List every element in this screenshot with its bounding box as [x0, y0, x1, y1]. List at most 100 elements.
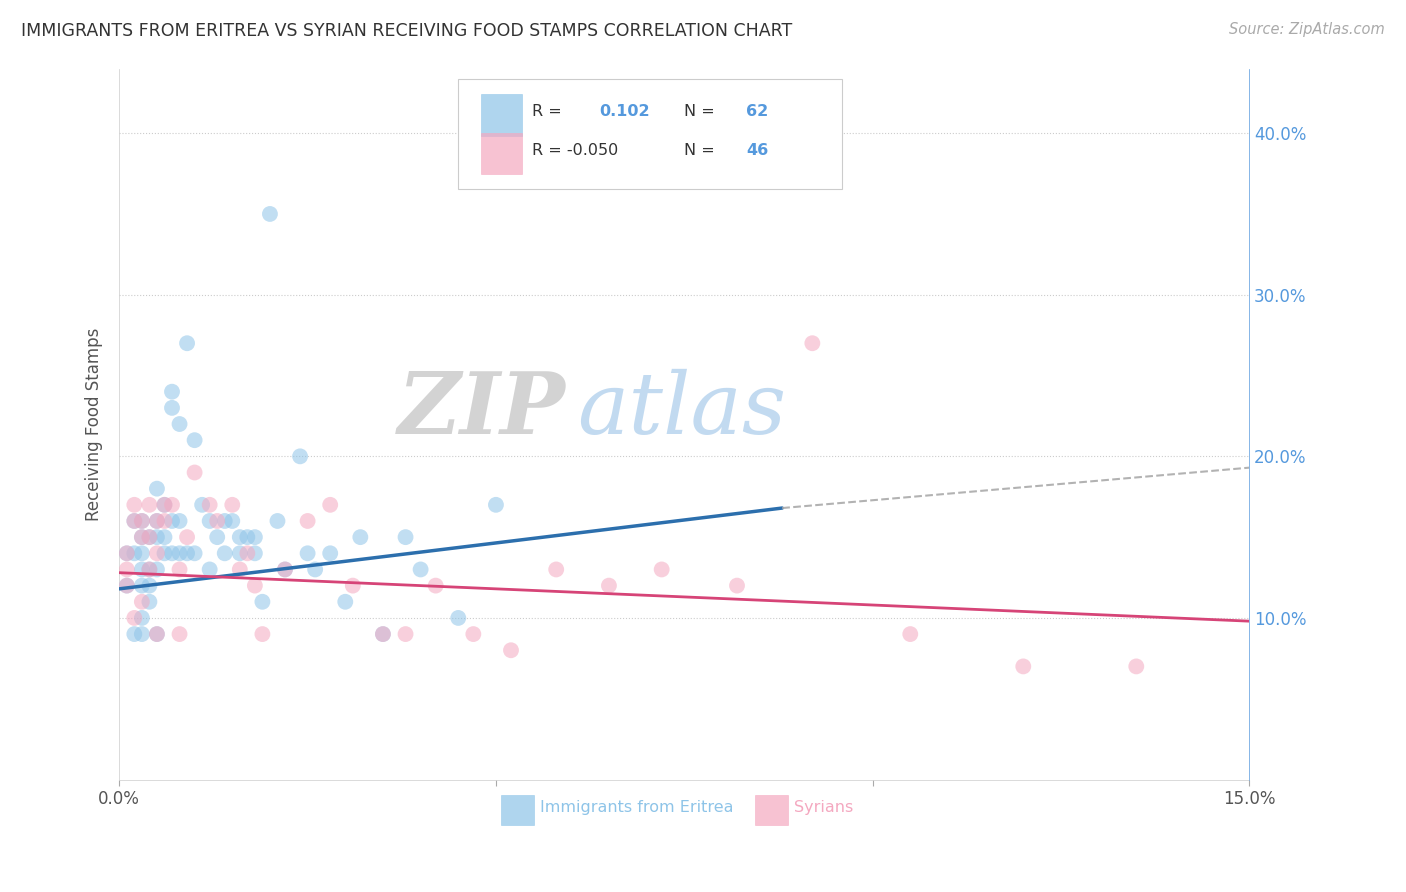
Point [124, 546, 146, 560]
Point [485, 498, 508, 512]
Text: 0.102: 0.102 [599, 104, 650, 119]
Point [205, 514, 228, 528]
Point [131, 530, 153, 544]
Point [371, 627, 394, 641]
Point [146, 627, 169, 641]
Point [243, 530, 266, 544]
Point [229, 562, 252, 576]
Point [138, 562, 160, 576]
Point [214, 514, 236, 528]
Point [160, 384, 183, 399]
Y-axis label: Receiving Food Stamps: Receiving Food Stamps [86, 327, 103, 521]
Point [153, 546, 176, 560]
Point [236, 530, 259, 544]
Point [371, 627, 394, 641]
Point [725, 579, 748, 593]
Point [138, 579, 160, 593]
Point [304, 562, 326, 576]
Point [153, 530, 176, 544]
FancyBboxPatch shape [755, 795, 789, 825]
Point [131, 562, 153, 576]
FancyBboxPatch shape [481, 133, 522, 175]
Point [191, 498, 214, 512]
Text: N =: N = [685, 104, 716, 119]
FancyBboxPatch shape [481, 95, 522, 136]
Point [319, 498, 342, 512]
Point [169, 514, 191, 528]
Point [252, 627, 274, 641]
Point [131, 595, 153, 609]
Point [898, 627, 921, 641]
Point [243, 579, 266, 593]
Point [1012, 659, 1035, 673]
Point [214, 546, 236, 560]
Point [124, 514, 146, 528]
Point [243, 546, 266, 560]
Point [160, 546, 183, 560]
Point [297, 514, 319, 528]
Point [259, 207, 281, 221]
Point [252, 595, 274, 609]
Point [176, 530, 198, 544]
Point [131, 546, 153, 560]
Point [183, 433, 205, 447]
Point [138, 562, 160, 576]
FancyBboxPatch shape [501, 795, 534, 825]
Text: Syrians: Syrians [794, 800, 853, 815]
Point [1125, 659, 1147, 673]
Point [146, 562, 169, 576]
Point [138, 530, 160, 544]
Point [342, 579, 364, 593]
Point [229, 530, 252, 544]
Text: R =: R = [531, 104, 561, 119]
Point [236, 546, 259, 560]
Point [198, 562, 221, 576]
Point [221, 498, 243, 512]
Point [115, 546, 138, 560]
Point [131, 611, 153, 625]
Point [394, 627, 416, 641]
Point [266, 514, 288, 528]
Point [146, 546, 169, 560]
Point [124, 611, 146, 625]
Point [146, 514, 169, 528]
Point [169, 562, 191, 576]
Point [319, 546, 342, 560]
Point [183, 546, 205, 560]
Point [335, 595, 357, 609]
Point [146, 514, 169, 528]
Point [274, 562, 297, 576]
Point [131, 579, 153, 593]
Text: 62: 62 [747, 104, 769, 119]
Text: 46: 46 [747, 144, 769, 158]
Point [169, 627, 191, 641]
Text: Source: ZipAtlas.com: Source: ZipAtlas.com [1229, 22, 1385, 37]
Point [160, 401, 183, 415]
Point [146, 627, 169, 641]
Point [146, 530, 169, 544]
Point [115, 562, 138, 576]
Point [409, 562, 432, 576]
Point [153, 514, 176, 528]
Point [297, 546, 319, 560]
Point [499, 643, 522, 657]
Point [546, 562, 568, 576]
Point [176, 546, 198, 560]
Text: IMMIGRANTS FROM ERITREA VS SYRIAN RECEIVING FOOD STAMPS CORRELATION CHART: IMMIGRANTS FROM ERITREA VS SYRIAN RECEIV… [21, 22, 793, 40]
Point [349, 530, 371, 544]
Point [124, 498, 146, 512]
Text: Immigrants from Eritrea: Immigrants from Eritrea [540, 800, 733, 815]
Point [131, 530, 153, 544]
Text: ZIP: ZIP [398, 368, 565, 451]
Point [169, 546, 191, 560]
Point [124, 627, 146, 641]
Point [425, 579, 447, 593]
Point [153, 498, 176, 512]
Point [183, 466, 205, 480]
Point [229, 546, 252, 560]
Point [160, 514, 183, 528]
Text: atlas: atlas [576, 368, 786, 451]
Point [138, 498, 160, 512]
Point [447, 611, 470, 625]
Point [205, 530, 228, 544]
